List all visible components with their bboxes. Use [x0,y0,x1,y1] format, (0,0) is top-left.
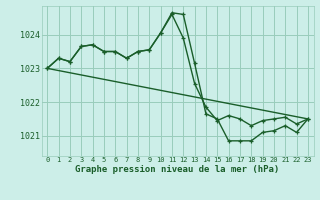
X-axis label: Graphe pression niveau de la mer (hPa): Graphe pression niveau de la mer (hPa) [76,165,280,174]
